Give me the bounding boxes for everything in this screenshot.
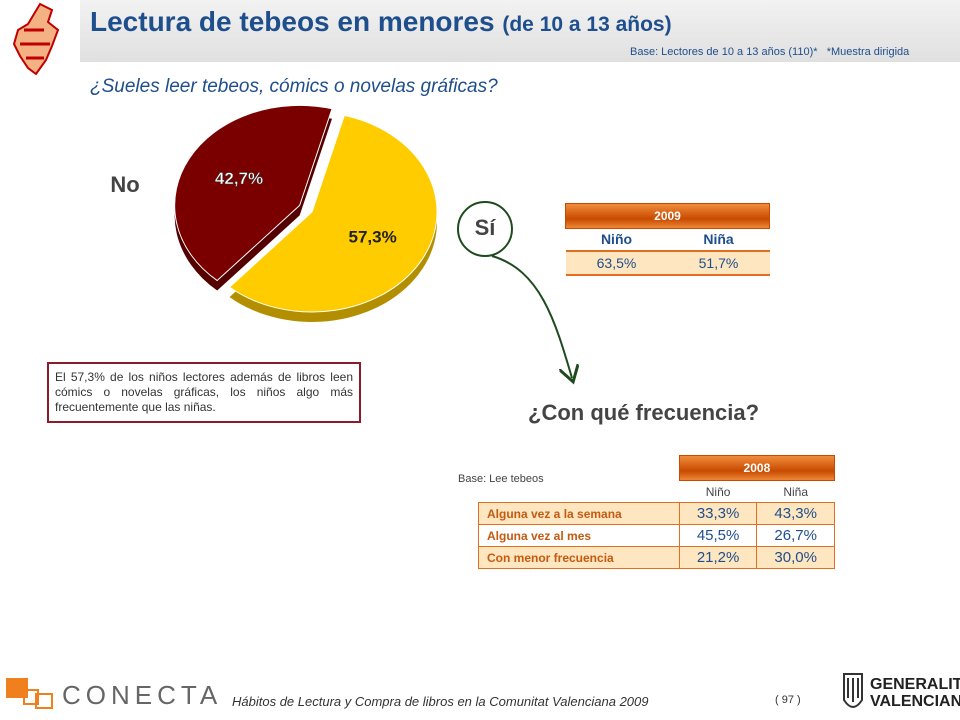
cell: 63,5% bbox=[565, 249, 668, 276]
row-label: Con menor frecuencia bbox=[478, 546, 680, 569]
gv-emblem bbox=[843, 673, 863, 708]
arrow bbox=[491, 255, 572, 378]
header-band bbox=[80, 0, 960, 62]
category-label: No bbox=[110, 172, 139, 197]
title-suffix: (de 10 a 13 años) bbox=[502, 13, 672, 36]
category-label: Sí bbox=[475, 215, 497, 240]
gv-line: VALENCIANA bbox=[870, 693, 960, 710]
question: ¿Sueles leer tebeos, cómics o novelas gr… bbox=[90, 76, 498, 97]
conecta-logo bbox=[6, 678, 53, 709]
column-header: Niña bbox=[703, 231, 734, 248]
table-2009: 2009 Niño Niña 63,5% 51,7% bbox=[565, 203, 770, 276]
gv-logo: GENERALITATVALENCIANA bbox=[870, 676, 960, 710]
year: 2009 bbox=[565, 203, 770, 229]
blank bbox=[479, 456, 680, 481]
title-main: Lectura de tebeos en menores bbox=[90, 6, 495, 37]
region-map bbox=[12, 2, 60, 76]
footer-text: Hábitos de Lectura y Compra de libros en… bbox=[232, 694, 649, 709]
cell: 21,2% bbox=[678, 546, 758, 569]
row-label: Alguna vez al mes bbox=[478, 524, 680, 547]
brand: CONECTA bbox=[62, 680, 223, 710]
cell: 45,5% bbox=[678, 524, 758, 547]
page-number: ( 97 ) bbox=[775, 694, 801, 706]
year: 2008 bbox=[678, 455, 836, 481]
base: Base: Lectores de 10 a 13 años (110)* bbox=[630, 46, 818, 58]
column-header: Niño bbox=[600, 231, 633, 248]
title: Lectura de tebeos en menores (de 10 a 13… bbox=[90, 6, 672, 38]
frequency-question: ¿Con qué frecuencia? bbox=[528, 400, 760, 425]
cell: 43,3% bbox=[756, 502, 835, 525]
si-circle bbox=[457, 201, 513, 257]
column-header: Niña bbox=[783, 484, 809, 499]
base-note: Base: Lectores de 10 a 13 años (110)* *M… bbox=[630, 46, 909, 58]
gv-line: GENERALITAT bbox=[870, 676, 960, 693]
cell: 30,0% bbox=[756, 546, 835, 569]
pie-slice bbox=[228, 114, 438, 313]
row-label: Alguna vez a la semana bbox=[478, 502, 680, 525]
value-label: 57,3% bbox=[349, 227, 397, 246]
column-header: Niño bbox=[705, 484, 731, 499]
blank bbox=[479, 481, 680, 503]
cell: 51,7% bbox=[667, 249, 770, 276]
table-base: Base: Lee tebeos bbox=[458, 473, 544, 485]
pie-slice bbox=[174, 104, 333, 282]
table-2008: 2008 Niño Niña Alguna vez a la semana 33,3… bbox=[478, 455, 836, 569]
summary: El 57,3% de los niños lectores además de… bbox=[47, 362, 361, 423]
cell: 26,7% bbox=[756, 524, 835, 547]
note: *Muestra dirigida bbox=[826, 46, 910, 58]
cell: 33,3% bbox=[678, 502, 758, 525]
value-label: 42,7% bbox=[215, 169, 263, 188]
